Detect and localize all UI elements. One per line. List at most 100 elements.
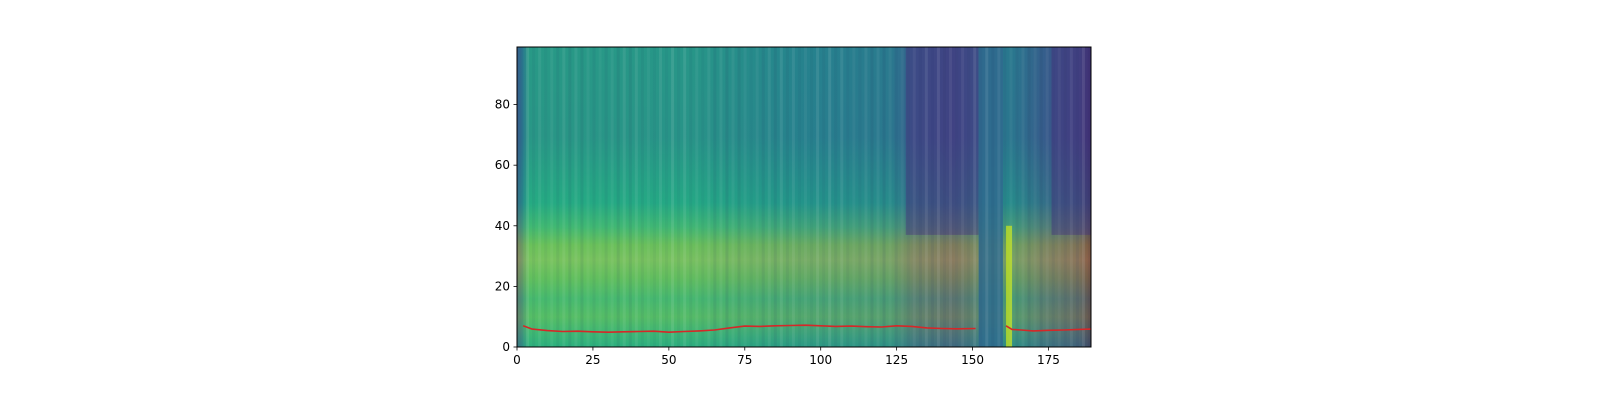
heatmap-texture-stripe: [942, 47, 946, 347]
heatmap-texture-stripe: [695, 47, 699, 347]
heatmap-texture-stripe: [779, 47, 783, 347]
heatmap-texture-stripe: [991, 47, 995, 347]
heatmap-dark-region: [1051, 47, 1091, 235]
heatmap-texture-stripe: [955, 47, 959, 347]
heatmap-texture-stripe: [526, 47, 530, 347]
heatmap-texture-stripe: [967, 47, 971, 347]
heatmap-texture-stripe: [1075, 47, 1079, 347]
heatmap-texture-stripe: [574, 47, 578, 347]
heatmap-texture-stripe: [822, 47, 826, 347]
x-tick-label: 125: [885, 353, 908, 367]
x-tick-label: 50: [661, 353, 676, 367]
heatmap-texture-stripe: [828, 47, 832, 347]
heatmap-texture-stripe: [731, 47, 735, 347]
heatmap-texture-stripe: [538, 47, 542, 347]
heatmap-texture-stripe: [973, 47, 977, 347]
heatmap-texture-stripe: [532, 47, 536, 347]
heatmap-texture-stripe: [1027, 47, 1031, 347]
heatmap-texture-stripe: [870, 47, 874, 347]
heatmap-texture-stripe: [671, 47, 675, 347]
y-tick-label: 20: [495, 279, 510, 293]
pitch-line-segment: [522, 324, 976, 333]
heatmap-texture-stripe: [713, 47, 717, 347]
heatmap-texture-stripe: [1087, 47, 1091, 347]
heatmap-texture-stripe: [858, 47, 862, 347]
x-tick-label: 0: [513, 353, 521, 367]
y-tick-label: 60: [495, 158, 510, 172]
heatmap-gap-region: [978, 47, 1003, 347]
heatmap-texture-stripe: [761, 47, 765, 347]
y-axis: 0 20 40 60 80: [495, 98, 517, 354]
heatmap-texture-stripe: [640, 47, 644, 347]
heatmap-texture-stripe: [1081, 47, 1085, 347]
y-tick-label: 0: [502, 340, 510, 354]
plot-frame: [516, 46, 1092, 348]
heatmap-texture-stripe: [749, 47, 753, 347]
heatmap-texture-stripe: [949, 47, 953, 347]
heatmap-texture-stripe: [1069, 47, 1073, 347]
heatmap-texture-stripe: [743, 47, 747, 347]
heatmap-texture-stripe: [936, 47, 940, 347]
heatmap-texture-stripe: [864, 47, 868, 347]
heatmap-texture-stripe: [719, 47, 723, 347]
heatmap-texture-stripe: [628, 47, 632, 347]
heatmap-texture-stripe: [592, 47, 596, 347]
pitch-line-layer: [522, 324, 1091, 333]
heatmap-texture-stripe: [646, 47, 650, 347]
heatmap-texture-stripe: [755, 47, 759, 347]
x-tick-label: 175: [1037, 353, 1060, 367]
heatmap-area: [517, 47, 1091, 347]
heatmap-texture-stripe: [906, 47, 910, 347]
heatmap-texture-stripe: [707, 47, 711, 347]
heatmap-texture-stripe: [997, 47, 1001, 347]
heatmap-texture-stripe: [665, 47, 669, 347]
heatmap-bright-stripe: [1005, 225, 1013, 347]
heatmap-texture-stripe: [520, 47, 524, 347]
heatmap-texture-stripe: [610, 47, 614, 347]
heatmap-texture-stripe: [876, 47, 880, 347]
heatmap-texture-stripe: [846, 47, 850, 347]
heatmap-texture-stripe: [562, 47, 566, 347]
heatmap-dark-region: [905, 47, 979, 235]
heatmap-texture-stripe: [568, 47, 572, 347]
heatmap-texture-stripe: [834, 47, 838, 347]
x-tick-label: 25: [585, 353, 600, 367]
x-tick-label: 150: [961, 353, 984, 367]
heatmap-texture-stripe: [924, 47, 928, 347]
heatmap-texture-stripe: [918, 47, 922, 347]
heatmap-texture-stripe: [1015, 47, 1019, 347]
heatmap-texture-stripe: [737, 47, 741, 347]
heatmap-texture-stripe: [810, 47, 814, 347]
heatmap-texture-stripe: [1057, 47, 1061, 347]
heatmap-texture-stripe: [616, 47, 620, 347]
heatmap-texture-stripe: [900, 47, 904, 347]
heatmap-texture-stripe: [979, 47, 983, 347]
heatmap-texture-stripe: [894, 47, 898, 347]
heatmap-texture-stripe: [701, 47, 705, 347]
x-tick-label: 75: [737, 353, 752, 367]
x-axis: 0 25 50 75 100 125 150 175: [513, 347, 1060, 367]
heatmap-texture-stripe: [912, 47, 916, 347]
heatmap-texture-stripe: [1063, 47, 1067, 347]
heatmap-texture-stripe: [773, 47, 777, 347]
heatmap-texture-stripe: [586, 47, 590, 347]
heatmap-texture-stripe: [888, 47, 892, 347]
heatmap-texture-stripe: [550, 47, 554, 347]
heatmap-texture-stripe: [580, 47, 584, 347]
heatmap-texture-stripe: [604, 47, 608, 347]
y-tick-label: 40: [495, 219, 510, 233]
y-tick-label: 80: [495, 98, 510, 112]
heatmap-texture-stripe: [1051, 47, 1055, 347]
heatmap-texture-stripe: [683, 47, 687, 347]
heatmap-texture-stripe: [689, 47, 693, 347]
x-tick-label: 100: [809, 353, 832, 367]
heatmap-texture-stripe: [1021, 47, 1025, 347]
heatmap-texture-stripe: [785, 47, 789, 347]
heatmap-texture-stripe: [1003, 47, 1007, 347]
heatmap-texture-stripe: [852, 47, 856, 347]
heatmap-texture-stripe: [816, 47, 820, 347]
heatmap-texture-stripe: [961, 47, 965, 347]
heatmap-texture-stripe: [804, 47, 808, 347]
heatmap-texture-stripe: [797, 47, 801, 347]
